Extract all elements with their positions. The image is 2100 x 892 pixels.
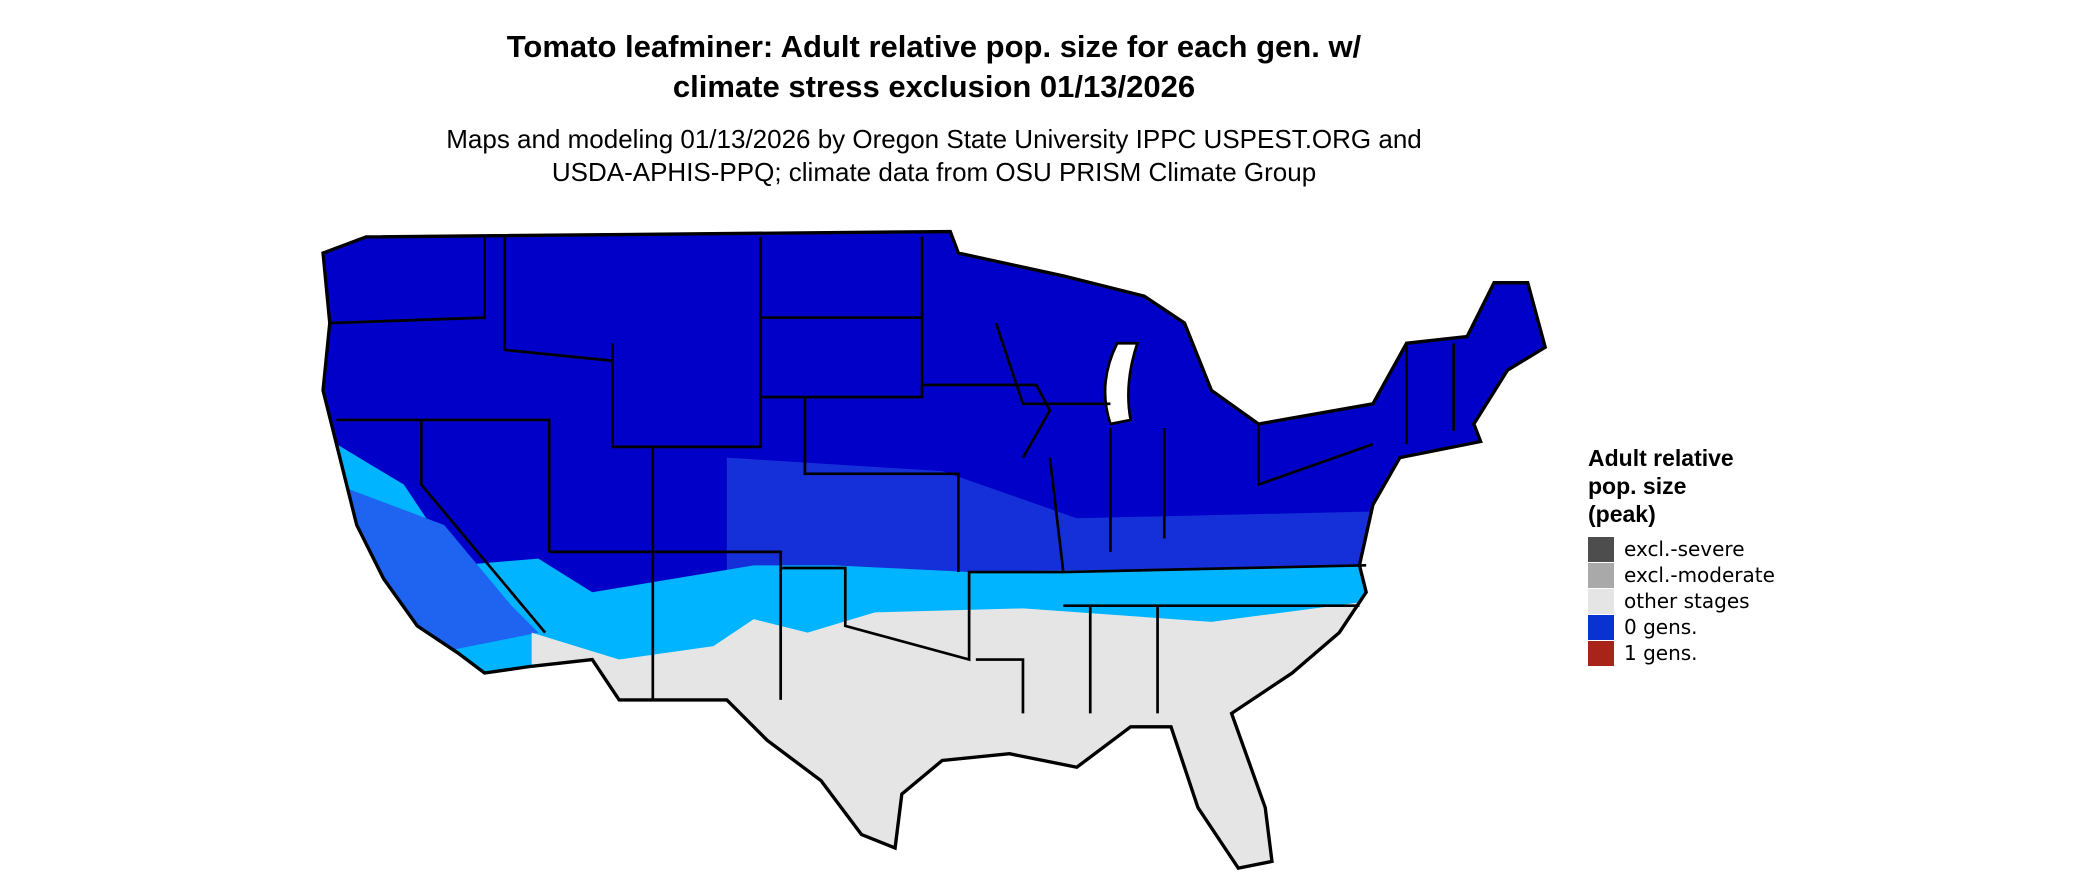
legend-swatch <box>1588 589 1614 614</box>
legend-label: 1 gens. <box>1624 641 1698 665</box>
title-line: Tomato leafminer: Adult relative pop. si… <box>507 29 1362 64</box>
lake-michigan <box>1103 341 1140 426</box>
legend-title: (peak) <box>1588 501 1656 527</box>
legend-swatch <box>1588 641 1614 666</box>
legend-title: Adult relative <box>1588 445 1734 471</box>
subtitle-line: Maps and modeling 01/13/2026 by Oregon S… <box>446 124 1422 154</box>
legend-label: excl.-moderate <box>1624 563 1775 587</box>
legend-swatch <box>1588 537 1614 562</box>
legend-label: other stages <box>1624 589 1750 613</box>
map <box>321 229 1548 871</box>
legend-label: 0 gens. <box>1624 615 1698 639</box>
state-lines <box>329 236 1456 714</box>
legend-swatch <box>1588 615 1614 640</box>
us-outline <box>321 229 1548 871</box>
legend-label: excl.-severe <box>1624 537 1745 561</box>
subtitle-line: USDA-APHIS-PPQ; climate data from OSU PR… <box>552 157 1316 187</box>
legend-swatch <box>1588 563 1614 588</box>
title-line: climate stress exclusion 01/13/2026 <box>673 69 1195 104</box>
legend-title: pop. size <box>1588 473 1686 499</box>
